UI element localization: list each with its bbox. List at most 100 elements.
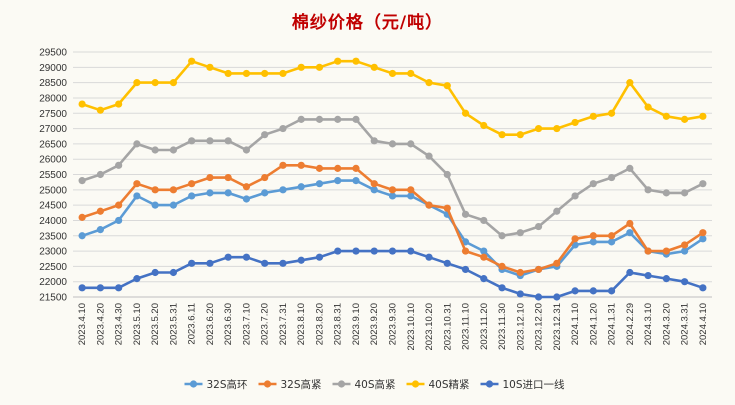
- data-point: [352, 115, 360, 123]
- legend-swatch-marker: [263, 380, 272, 388]
- x-tick-label: 2023.6.30: [223, 303, 234, 345]
- data-point: [169, 201, 178, 209]
- data-point: [443, 204, 451, 212]
- data-point: [115, 100, 123, 108]
- data-point: [443, 170, 451, 179]
- data-point: [78, 284, 86, 292]
- data-point: [370, 180, 378, 188]
- data-point: [534, 222, 543, 231]
- data-point: [662, 189, 670, 197]
- data-point: [188, 192, 196, 200]
- legend-label: 10S进口一线: [503, 378, 566, 391]
- y-tick-label: 29500: [39, 48, 67, 59]
- legend: 32S高环 32S高紧 40S高紧 40S精紧 10S进口一线: [184, 378, 566, 391]
- y-axis: 21500 22000 22500 23000 23500 24000 24500 25000…: [39, 48, 67, 304]
- series: [78, 57, 707, 139]
- x-tick-label: 2024.3.20: [661, 303, 672, 345]
- data-point: [352, 177, 360, 185]
- y-tick-label: 21500: [39, 293, 67, 304]
- data-point: [516, 290, 524, 298]
- data-point: [315, 253, 324, 261]
- x-tick-label: 2023.6.11: [187, 303, 198, 345]
- data-point: [334, 115, 342, 123]
- data-point: [498, 131, 506, 139]
- data-point: [279, 161, 287, 169]
- data-point: [151, 79, 159, 87]
- data-point: [370, 63, 378, 71]
- data-point: [571, 235, 579, 243]
- x-tick-label: 2023.11.20: [479, 303, 490, 350]
- data-point: [699, 112, 707, 120]
- data-point: [206, 137, 214, 145]
- x-tick-label: 2023.7.20: [260, 303, 271, 345]
- data-point: [224, 173, 232, 182]
- data-point: [480, 253, 488, 261]
- data-point: [206, 189, 214, 197]
- y-tick-label: 22000: [39, 277, 67, 288]
- x-tick-label: 2023.12.31: [552, 303, 563, 351]
- data-point: [206, 63, 214, 71]
- data-point: [224, 69, 232, 78]
- x-tick-label: 2024.1.20: [588, 303, 599, 345]
- data-point: [224, 137, 232, 145]
- x-tick-label: 2024.3.31: [680, 303, 691, 345]
- x-tick-label: 2023.4.10: [77, 303, 88, 345]
- x-tick-label: 2024.2.29: [625, 303, 636, 345]
- data-point: [443, 259, 451, 267]
- data-point: [370, 137, 378, 145]
- data-point: [315, 115, 324, 123]
- legend-item: 40S高紧: [332, 378, 396, 391]
- legend-label: 40S高紧: [355, 378, 396, 391]
- legend-label: 40S精紧: [429, 378, 470, 391]
- data-point: [699, 229, 707, 237]
- data-point: [425, 253, 433, 261]
- data-point: [334, 57, 342, 65]
- y-tick-label: 29000: [39, 63, 67, 74]
- data-point: [115, 216, 123, 225]
- data-point: [242, 69, 251, 78]
- data-point: [699, 284, 707, 292]
- data-point: [151, 146, 159, 154]
- x-tick-label: 2023.5.31: [168, 303, 179, 345]
- x-tick-label: 2023.7.31: [278, 303, 289, 345]
- data-point: [169, 79, 178, 87]
- data-point: [206, 173, 214, 182]
- data-point: [224, 189, 232, 197]
- data-point: [279, 124, 287, 133]
- data-point: [681, 241, 689, 249]
- x-tick-label: 2023.9.20: [369, 303, 380, 345]
- legend-item: 10S进口一线: [480, 378, 566, 391]
- x-tick-label: 2023.4.30: [114, 303, 125, 345]
- data-point: [407, 247, 415, 255]
- data-point: [188, 57, 196, 65]
- data-point: [188, 137, 196, 145]
- data-point: [169, 268, 178, 277]
- data-point: [498, 232, 506, 240]
- data-point: [279, 186, 287, 194]
- data-point: [133, 79, 141, 87]
- data-point: [534, 124, 543, 133]
- data-point: [388, 247, 397, 255]
- x-tick-label: 2023.11.10: [461, 303, 472, 350]
- data-point: [589, 238, 597, 246]
- data-point: [662, 112, 670, 120]
- data-point: [681, 189, 689, 197]
- y-tick-label: 28500: [39, 78, 67, 89]
- data-point: [626, 219, 634, 228]
- y-tick-label: 27500: [39, 109, 67, 120]
- data-point: [297, 115, 305, 123]
- data-point: [626, 268, 634, 277]
- data-point: [407, 186, 415, 194]
- data-point: [553, 124, 561, 133]
- legend-swatch-marker: [189, 380, 198, 388]
- data-point: [461, 265, 470, 274]
- series: [78, 115, 707, 240]
- x-tick-label: 2024.4.10: [698, 303, 709, 345]
- data-point: [644, 103, 652, 111]
- data-point: [352, 247, 360, 255]
- data-point: [461, 109, 470, 117]
- data-point: [261, 259, 269, 267]
- x-tick-label: 2023.8.20: [314, 303, 325, 345]
- data-point: [242, 253, 251, 261]
